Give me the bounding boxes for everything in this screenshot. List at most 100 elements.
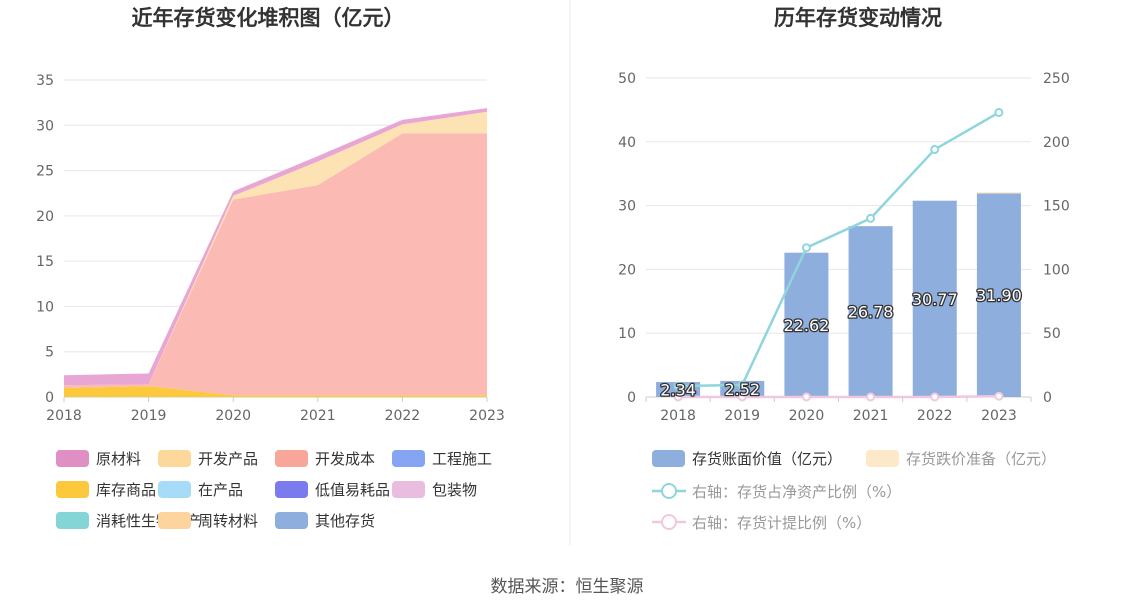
right-y-tick-label: 20: [618, 262, 636, 278]
left-y-tick-label: 5: [45, 345, 54, 361]
line-point: [801, 392, 811, 402]
legend-label-其他存货: 其他存货: [315, 512, 375, 530]
right-y2-tick-label: 100: [1043, 262, 1070, 278]
bar-data-label: 2.34: [660, 381, 696, 400]
legend-swatch-周转材料: [158, 512, 191, 529]
legend-swatch-低值易耗品: [275, 481, 308, 498]
legend-label-provision: 存货跌价准备（亿元）: [906, 450, 1056, 468]
right-chart-title: 历年存货变动情况: [774, 6, 942, 30]
right-x-axis: 2018 2019 2020 2021 2022 2023: [645, 397, 1032, 424]
right-y-axis-left: 0 10 20 30 40 50: [618, 71, 636, 406]
left-x-axis: 2018 2019 2020 2021 2022 2023: [46, 397, 505, 424]
left-y-tick-label: 20: [36, 209, 54, 225]
bar-data-label: 2.52: [724, 380, 760, 399]
line-point: [737, 380, 747, 390]
left-stacked-areas: [64, 108, 487, 397]
legend-marker-ratio-net-assets: [661, 483, 677, 499]
legend-label-周转材料: 周转材料: [198, 512, 258, 530]
left-y-tick-label: 10: [36, 299, 54, 315]
left-y-tick-label: 35: [36, 73, 54, 89]
right-legend[interactable]: 存货账面价值（亿元） 存货跌价准备（亿元） 右轴：存货占净资产比例（%） 右轴：存货计…: [652, 450, 1056, 532]
left-y-tick-label: 30: [36, 118, 54, 134]
legend-swatch-provision: [866, 450, 899, 467]
legend-swatch-库存商品: [56, 481, 89, 498]
right-y2-tick-label: 250: [1043, 71, 1070, 87]
right-chart: 历年存货变动情况 2.34 2.52 22.62 26.78 30.77 31.90 0 1…: [618, 6, 1070, 532]
right-y2-tick-label: 200: [1043, 135, 1070, 151]
line-point: [994, 107, 1004, 117]
line-point: [930, 392, 940, 402]
legend-swatch-原材料: [56, 450, 89, 467]
bar-data-label: 22.62: [784, 316, 830, 335]
left-y-tick-label: 25: [36, 164, 54, 180]
bar-book-value: [912, 200, 957, 397]
bar-provision: [976, 192, 1021, 194]
bar-data-label: 30.77: [912, 290, 958, 309]
left-chart: 近年存货变化堆积图（亿元） 0 5 10 15 20 25 30 35 2018 2019 202…: [36, 6, 505, 530]
left-x-tick-label: 2023: [469, 408, 505, 424]
line-point: [866, 392, 876, 402]
legend-label-工程施工: 工程施工: [432, 450, 492, 468]
legend-label-在产品: 在产品: [198, 481, 243, 499]
legend-label-开发成本: 开发成本: [315, 450, 375, 468]
bar-data-label: 26.78: [848, 303, 894, 322]
right-y-tick-label: 30: [618, 199, 636, 215]
legend-label-库存商品: 库存商品: [96, 481, 156, 499]
right-y2-tick-label: 50: [1043, 326, 1061, 342]
line-point: [866, 213, 876, 223]
left-x-tick-label: 2018: [46, 408, 82, 424]
line-右轴：存货占净资产比例（%）: [678, 111, 1000, 388]
right-y-tick-label: 0: [627, 390, 636, 406]
area-开发成本: [64, 133, 487, 396]
left-x-tick-label: 2019: [131, 408, 167, 424]
legend-label-provision-ratio: 右轴：存货计提比例（%）: [692, 514, 871, 532]
right-y-tick-label: 40: [618, 135, 636, 151]
right-y2-tick-label: 150: [1043, 199, 1070, 215]
legend-label-包装物: 包装物: [432, 481, 477, 499]
legend-swatch-包装物: [392, 481, 425, 498]
legend-swatch-book-value: [652, 450, 685, 467]
right-y-tick-label: 50: [618, 71, 636, 87]
line-point: [673, 392, 683, 402]
legend-label-原材料: 原材料: [96, 450, 141, 468]
left-x-tick-label: 2021: [300, 408, 336, 424]
legend-swatch-开发产品: [158, 450, 191, 467]
legend-label-book-value: 存货账面价值（亿元）: [692, 450, 842, 468]
bar-data-label: 31.90: [976, 286, 1022, 305]
right-x-tick-label: 2019: [724, 408, 760, 424]
legend-swatch-开发成本: [275, 450, 308, 467]
bar-book-value: [848, 226, 893, 397]
right-x-tick-label: 2020: [789, 408, 825, 424]
left-chart-title: 近年存货变化堆积图（亿元）: [132, 6, 405, 30]
right-y-axis-right: 0 50 100 150 200 250: [1043, 71, 1070, 406]
right-y-tick-label: 10: [618, 326, 636, 342]
legend-marker-provision-ratio: [661, 514, 677, 530]
right-x-tick-label: 2021: [853, 408, 889, 424]
left-x-tick-label: 2020: [215, 408, 251, 424]
legend-label-开发产品: 开发产品: [198, 450, 258, 468]
right-bars: [656, 192, 1021, 397]
right-x-tick-label: 2023: [981, 408, 1017, 424]
legend-label-低值易耗品: 低值易耗品: [315, 481, 390, 499]
line-point: [801, 243, 811, 253]
legend-swatch-其他存货: [275, 512, 308, 529]
line-point: [930, 144, 940, 154]
line-point: [994, 391, 1004, 401]
legend-swatch-工程施工: [392, 450, 425, 467]
source-note: 数据来源：恒生聚源: [491, 577, 644, 597]
left-y-axis: 0 5 10 15 20 25 30 35: [36, 73, 54, 406]
line-point: [673, 381, 683, 391]
right-x-tick-label: 2022: [917, 408, 953, 424]
legend-label-ratio-net-assets: 右轴：存货占净资产比例（%）: [692, 483, 901, 501]
legend-swatch-在产品: [158, 481, 191, 498]
left-x-tick-label: 2022: [385, 408, 421, 424]
right-bar-labels: 2.34 2.52 22.62 26.78 30.77 31.90: [659, 285, 1023, 401]
area-库存商品: [64, 386, 487, 397]
left-y-tick-label: 0: [45, 390, 54, 406]
line-point: [737, 392, 747, 402]
bar-book-value: [976, 193, 1021, 397]
right-y2-tick-label: 0: [1043, 390, 1052, 406]
left-y-tick-label: 15: [36, 254, 54, 270]
